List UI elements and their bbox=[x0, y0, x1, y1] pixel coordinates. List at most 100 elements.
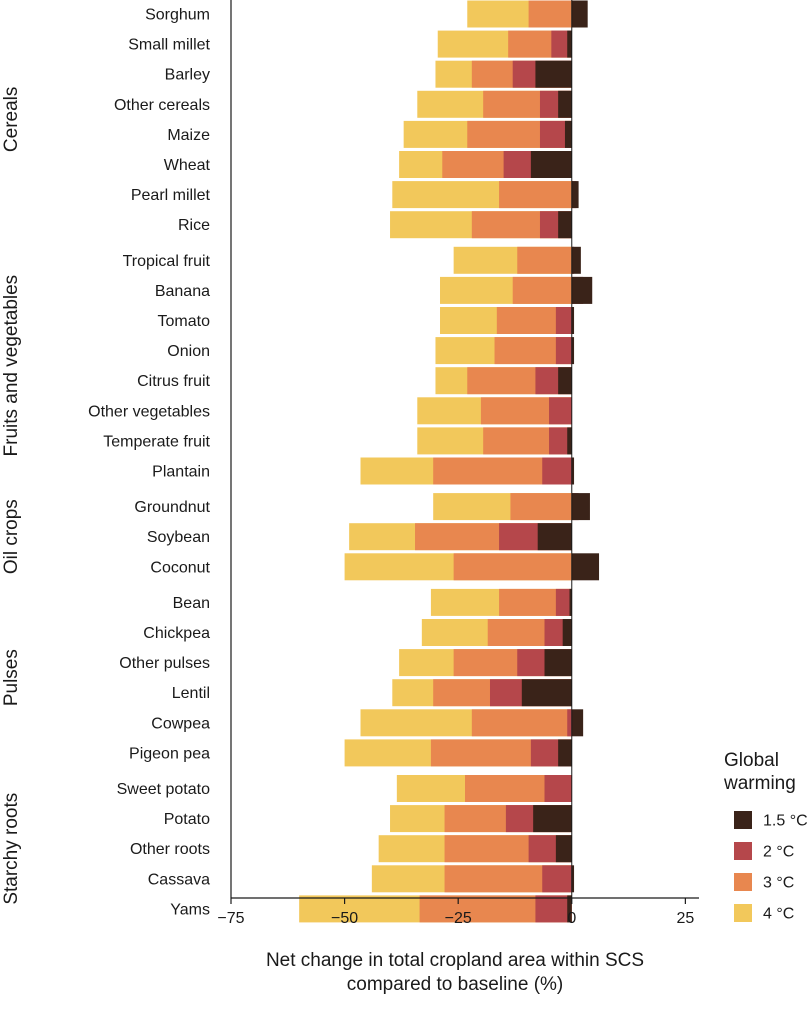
crop-label-bean: Bean bbox=[173, 595, 210, 612]
bar-citrus-fruit-1-5-c bbox=[558, 367, 572, 395]
crop-label-soybean: Soybean bbox=[147, 529, 210, 546]
bar-chickpea-1-5-c bbox=[562, 619, 572, 646]
bar-small-millet-1-5-c bbox=[567, 30, 572, 58]
bar-pigeon-pea-1-5-c bbox=[558, 739, 572, 767]
bar-row-other-cereals bbox=[417, 90, 572, 118]
bar-onion-1-5-c bbox=[571, 337, 575, 365]
x-tick-label: 0 bbox=[567, 910, 576, 927]
bar-maize-1-5-c bbox=[564, 120, 572, 148]
bar-tropical-fruit-1-5-c bbox=[571, 246, 581, 274]
bar-row-other-roots bbox=[378, 835, 572, 863]
bar-other-vegetables-2-c bbox=[549, 397, 572, 425]
bar-cassava-1-5-c bbox=[571, 865, 575, 893]
crop-label-groundnut: Groundnut bbox=[134, 499, 210, 516]
bar-cassava-2-c bbox=[542, 865, 572, 893]
bar-other-cereals-1-5-c bbox=[558, 90, 572, 118]
bar-row-banana bbox=[440, 276, 593, 304]
crop-label-barley: Barley bbox=[165, 67, 210, 84]
bar-tomato-2-c bbox=[555, 307, 572, 334]
bar-row-pigeon-pea bbox=[344, 739, 572, 767]
bar-tropical-fruit-3-c bbox=[517, 246, 572, 274]
bar-row-rice bbox=[390, 211, 572, 239]
legend-swatch-1-5-c bbox=[734, 811, 752, 829]
bar-yams-1-5-c bbox=[567, 895, 572, 923]
bar-row-coconut bbox=[344, 553, 600, 581]
crop-label-rice: Rice bbox=[178, 217, 210, 234]
legend-swatch-2-c bbox=[734, 842, 752, 860]
bar-other-roots-1-5-c bbox=[555, 835, 572, 863]
bar-other-pulses-1-5-c bbox=[544, 649, 572, 677]
bar-row-citrus-fruit bbox=[435, 367, 572, 395]
legend-swatch-4-c bbox=[734, 904, 752, 922]
crop-label-maize: Maize bbox=[167, 127, 210, 144]
crop-label-other-vegetables: Other vegetables bbox=[88, 403, 210, 420]
bar-potato-1-5-c bbox=[533, 805, 572, 833]
legend-title: warming bbox=[723, 773, 796, 794]
bar-groundnut-3-c bbox=[510, 493, 572, 521]
bar-pearl-millet-1-5-c bbox=[571, 181, 579, 209]
bar-row-wheat bbox=[399, 151, 572, 178]
group-label-starchy-roots: Starchy roots bbox=[1, 793, 22, 905]
bar-coconut-3-c bbox=[453, 553, 572, 581]
bar-row-small-millet bbox=[437, 30, 572, 58]
bar-row-other-pulses bbox=[399, 649, 572, 677]
x-axis-title: Net change in total cropland area within… bbox=[266, 950, 644, 971]
bar-row-temperate-fruit bbox=[417, 427, 572, 455]
bar-row-groundnut bbox=[433, 493, 590, 521]
bar-plantain-1-5-c bbox=[571, 457, 575, 485]
crop-label-yams: Yams bbox=[170, 901, 210, 918]
x-tick-label: 25 bbox=[676, 910, 694, 927]
x-tick-label: −25 bbox=[445, 910, 472, 927]
bar-cowpea-2-c bbox=[567, 709, 572, 737]
crop-label-lentil: Lentil bbox=[172, 685, 210, 702]
legend-title: Global bbox=[724, 750, 779, 771]
crop-label-pigeon-pea: Pigeon pea bbox=[129, 745, 210, 762]
bar-rice-1-5-c bbox=[558, 211, 572, 239]
crop-labels: Sorghum Small millet Barley Other cereals Ma… bbox=[88, 7, 210, 919]
group-label-fruits-and-vegetables: Fruits and vegetables bbox=[1, 275, 22, 457]
crop-label-small-millet: Small millet bbox=[128, 37, 210, 54]
bar-sweet-potato-2-c bbox=[544, 775, 572, 802]
bar-coconut-1-5-c bbox=[571, 553, 600, 581]
bar-lentil-1-5-c bbox=[521, 679, 572, 707]
bar-row-sweet-potato bbox=[396, 775, 572, 802]
x-axis-title: compared to baseline (%) bbox=[347, 974, 564, 995]
group-labels: Cereals Fruits and vegetables Oil crops Pul… bbox=[1, 87, 22, 905]
bar-row-sorghum bbox=[467, 0, 588, 28]
crop-label-chickpea: Chickpea bbox=[143, 625, 210, 642]
bar-bean-2-c bbox=[555, 588, 572, 616]
crop-label-wheat: Wheat bbox=[164, 157, 211, 174]
bar-row-barley bbox=[435, 60, 572, 88]
crop-label-onion: Onion bbox=[167, 343, 210, 360]
bar-pearl-millet-3-c bbox=[499, 181, 572, 209]
legend-label-4-c: 4 °C bbox=[763, 906, 794, 923]
bar-sorghum-1-5-c bbox=[571, 0, 588, 28]
x-tick-label: −50 bbox=[331, 910, 358, 927]
crop-label-potato: Potato bbox=[164, 811, 210, 828]
crop-label-temperate-fruit: Temperate fruit bbox=[103, 433, 210, 450]
legend-label-1-5-c: 1.5 °C bbox=[763, 813, 808, 830]
bar-row-plantain bbox=[360, 457, 575, 485]
bar-row-soybean bbox=[349, 523, 572, 551]
bar-tomato-1-5-c bbox=[571, 307, 575, 334]
crop-label-cassava: Cassava bbox=[148, 871, 210, 888]
bar-row-tomato bbox=[440, 307, 575, 334]
bar-wheat-1-5-c bbox=[530, 151, 572, 178]
bar-cowpea-3-c bbox=[471, 709, 572, 737]
legend-swatch-3-c bbox=[734, 873, 752, 891]
crop-label-citrus-fruit: Citrus fruit bbox=[137, 373, 210, 390]
crop-label-other-pulses: Other pulses bbox=[119, 655, 210, 672]
bar-row-cowpea bbox=[360, 709, 584, 737]
group-label-pulses: Pulses bbox=[1, 649, 22, 706]
bar-groundnut-1-5-c bbox=[571, 493, 590, 521]
bar-barley-1-5-c bbox=[535, 60, 572, 88]
x-tick-label: −75 bbox=[217, 910, 244, 927]
bar-row-pearl-millet bbox=[392, 181, 579, 209]
bar-onion-2-c bbox=[555, 337, 572, 365]
bar-row-tropical-fruit bbox=[453, 246, 581, 274]
bar-soybean-1-5-c bbox=[537, 523, 572, 551]
bar-row-other-vegetables bbox=[417, 397, 572, 425]
group-label-cereals: Cereals bbox=[1, 87, 22, 152]
crop-label-other-cereals: Other cereals bbox=[114, 97, 210, 114]
